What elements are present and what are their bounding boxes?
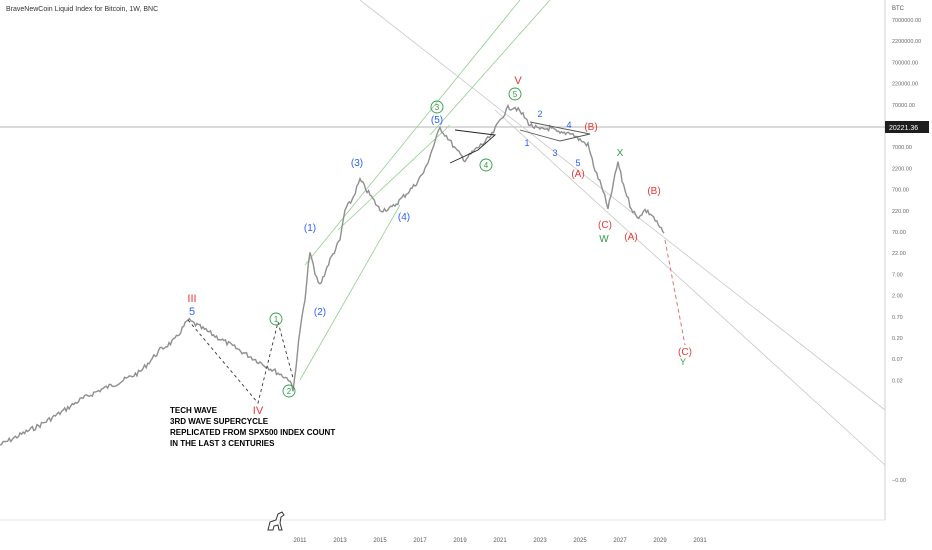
channel-lower — [494, 109, 886, 466]
y-tick-label: 70.00 — [892, 230, 906, 236]
circled-2-label: 2 — [287, 387, 292, 396]
wave-III: III — [187, 293, 196, 305]
wave-labels: III 5 IV 1 2 (1) (2) (3) (4) (5) 3 4 5 V… — [187, 75, 692, 417]
x-tick-label: 2025 — [573, 538, 587, 544]
x-tick-label: 2023 — [533, 538, 547, 544]
wave-(C)-1: (C) — [598, 220, 612, 231]
circled-5: 5 — [508, 87, 522, 101]
green-channels — [299, 0, 551, 381]
wave-V: V — [514, 75, 522, 87]
annotation-line-2: 3RD WAVE SUPERCYCLE — [170, 417, 269, 426]
sub-3: 3 — [552, 148, 557, 158]
x-tick-label: 2021 — [493, 538, 507, 544]
currency-label: BTC — [892, 6, 905, 12]
circled-5-label: 5 — [513, 90, 518, 99]
x-tick-label: 2031 — [693, 538, 707, 544]
wave-(5): (5) — [431, 115, 443, 126]
green-channel-3 — [429, 0, 551, 136]
wave-(1): (1) — [304, 223, 316, 234]
annotation-text: TECH WAVE 3RD WAVE SUPERCYCLE REPLICATED… — [170, 406, 335, 448]
y-tick-label: 0.02 — [892, 378, 903, 384]
sub-1: 1 — [524, 138, 529, 148]
y-tick-label: 700000.00 — [892, 60, 918, 66]
circled-3: 3 — [430, 100, 444, 114]
x-tick-label: 2017 — [413, 538, 427, 544]
price-series — [0, 103, 665, 446]
y-tick-label: 2200.00 — [892, 166, 912, 172]
y-tick-label: 0.07 — [892, 357, 903, 363]
circled-2: 2 — [282, 384, 296, 398]
circled-1-label: 1 — [274, 315, 279, 324]
wave-(A)-2: (A) — [624, 232, 637, 243]
wave-(B)-2: (B) — [647, 186, 660, 197]
sub-2: 2 — [537, 109, 542, 119]
x-tick-label: 2029 — [653, 538, 667, 544]
wedge-pattern — [519, 121, 591, 142]
wave-(C)-2: (C) — [678, 347, 692, 358]
x-tick-label: 2011 — [294, 538, 308, 544]
wave-III-5: 5 — [189, 306, 195, 318]
circled-1: 1 — [269, 312, 283, 326]
x-tick-label: 2027 — [613, 538, 627, 544]
wave-(3): (3) — [351, 158, 363, 169]
x-tick-label: 2015 — [373, 538, 387, 544]
wave-iii-iv-projection — [187, 319, 294, 404]
sub-4: 4 — [566, 120, 571, 130]
y-tick-label: 220.00 — [892, 209, 909, 215]
annotation-line-1: TECH WAVE — [170, 406, 218, 415]
sub-5: 5 — [575, 158, 580, 168]
wave-(A)-1: (A) — [571, 169, 584, 180]
annotation-line-3: REPLICATED FROM SPX500 INDEX COUNT — [170, 428, 335, 437]
green-channel-2 — [337, 124, 451, 231]
y-tick-label: 2.00 — [892, 294, 903, 300]
y-tick-label: 0.20 — [892, 336, 903, 342]
wave-(4): (4) — [398, 212, 410, 223]
y-tick-label: 70000.00 — [892, 103, 915, 109]
y-tick-label: 7.00 — [892, 272, 903, 278]
circled-4: 4 — [479, 158, 493, 172]
wave-(2): (2) — [314, 307, 326, 318]
wave-W: W — [599, 234, 609, 245]
green-channel-1 — [304, 0, 521, 266]
y-tick-label: 2200000.00 — [892, 39, 921, 45]
y-tick-label: 0.70 — [892, 315, 903, 321]
channel-upper — [359, 0, 886, 411]
wave-IV: IV — [253, 405, 264, 417]
circled-4-label: 4 — [484, 161, 489, 170]
y-tick-label: 7000.00 — [892, 145, 912, 151]
triangle-pattern — [449, 129, 497, 164]
x-axis: 2011 2013 2015 2017 2019 2021 2023 2025 2027 2029… — [294, 538, 708, 544]
green-channel-4 — [299, 204, 401, 381]
y-tick-label: 220000.00 — [892, 82, 918, 88]
dinosaur-icon — [267, 511, 285, 531]
x-tick-label: 2013 — [333, 538, 347, 544]
chart-title: BraveNewCoin Liquid Index for Bitcoin, 1… — [6, 6, 159, 13]
price-tag-bg — [885, 121, 929, 133]
y-tick-label: 7000000.00 — [892, 18, 921, 24]
wave-X: X — [617, 148, 624, 159]
annotation-line-4: IN THE LAST 3 CENTURIES — [170, 439, 275, 448]
y-axis: 7000000.00 2200000.00 700000.00 220000.00 70… — [892, 18, 921, 484]
y-tick-label: 22.00 — [892, 251, 906, 257]
wave-(B)-1: (B) — [584, 122, 597, 133]
x-tick-label: 2019 — [453, 538, 467, 544]
gray-channels — [359, 0, 886, 466]
y-tick-label: 700.00 — [892, 188, 909, 194]
projection-y — [664, 239, 686, 346]
circled-3-label: 3 — [435, 103, 440, 112]
y-tick-label: −0.00 — [892, 478, 906, 484]
wave-Y: Y — [680, 357, 686, 367]
price-tag-label: 20221.36 — [889, 125, 918, 132]
